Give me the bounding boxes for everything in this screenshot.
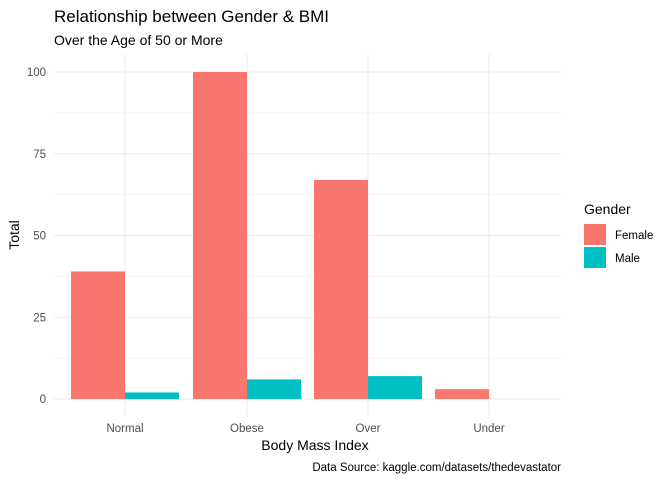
grid-lines (54, 54, 561, 415)
legend-label-female: Female (615, 230, 653, 242)
x-tick-label: Under (473, 423, 504, 435)
x-tick-label: Obese (230, 423, 264, 435)
bar-male-over (368, 376, 422, 399)
legend-swatch-female (584, 224, 606, 245)
bar-female-obese (193, 72, 247, 399)
legend: Gender Female Male (584, 201, 653, 268)
y-tick-label: 50 (33, 231, 46, 243)
bar-male-obese (247, 379, 301, 399)
bars (71, 72, 489, 399)
legend-title: Gender (584, 201, 631, 217)
x-tick-label: Over (356, 423, 381, 435)
bar-female-normal (71, 271, 125, 399)
legend-items: Female Male (584, 224, 653, 268)
y-tick-label: 75 (33, 149, 46, 161)
x-tick-label: Normal (106, 423, 143, 435)
legend-swatch-male (584, 247, 606, 268)
x-axis-title: Body Mass Index (261, 437, 368, 453)
legend-label-male: Male (615, 253, 640, 265)
y-tick-labels: 0 25 50 75 100 (27, 67, 46, 406)
y-tick-label: 0 (40, 394, 46, 406)
y-tick-label: 25 (33, 312, 46, 324)
y-tick-label: 100 (27, 67, 46, 79)
y-axis-title: Total (6, 220, 22, 250)
x-tick-labels: Normal Obese Over Under (106, 423, 504, 435)
caption: Data Source: kaggle.com/datasets/thedeva… (312, 462, 561, 474)
chart-subtitle: Over the Age of 50 or More (54, 32, 223, 48)
bar-male-normal (125, 392, 179, 399)
bar-female-over (314, 179, 368, 399)
bar-female-under (435, 389, 489, 399)
chart-title: Relationship between Gender & BMI (54, 7, 329, 26)
